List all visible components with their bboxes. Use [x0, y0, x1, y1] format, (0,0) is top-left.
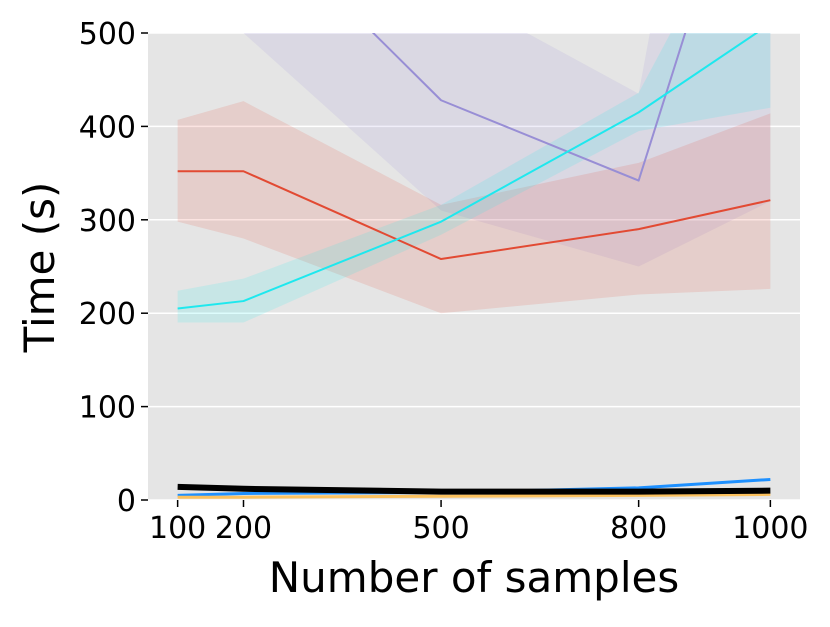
x-tick-label: 1000	[732, 511, 808, 546]
x-tick-label: 500	[412, 511, 469, 546]
x-tick-label: 800	[610, 511, 667, 546]
line	[371, 33, 687, 182]
y-tick-label: 500	[79, 17, 136, 52]
y-tick-label: 100	[79, 391, 136, 426]
line	[177, 33, 759, 310]
error-band	[177, 101, 771, 314]
y-tick-label: 200	[79, 297, 136, 332]
x-axis-label: Number of samples	[269, 553, 679, 602]
line	[177, 492, 771, 499]
line	[177, 483, 771, 495]
line	[177, 170, 771, 261]
y-tick-label: 300	[79, 204, 136, 239]
y-tick-label: 400	[79, 110, 136, 145]
x-tick-label: 200	[215, 511, 272, 546]
y-axis-label: Time (s)	[15, 182, 64, 354]
error-band	[243, 33, 771, 267]
x-tick-label: 100	[149, 511, 206, 546]
plot-area	[148, 33, 800, 500]
error-band	[177, 33, 771, 323]
y-tick-label: 0	[117, 484, 136, 519]
